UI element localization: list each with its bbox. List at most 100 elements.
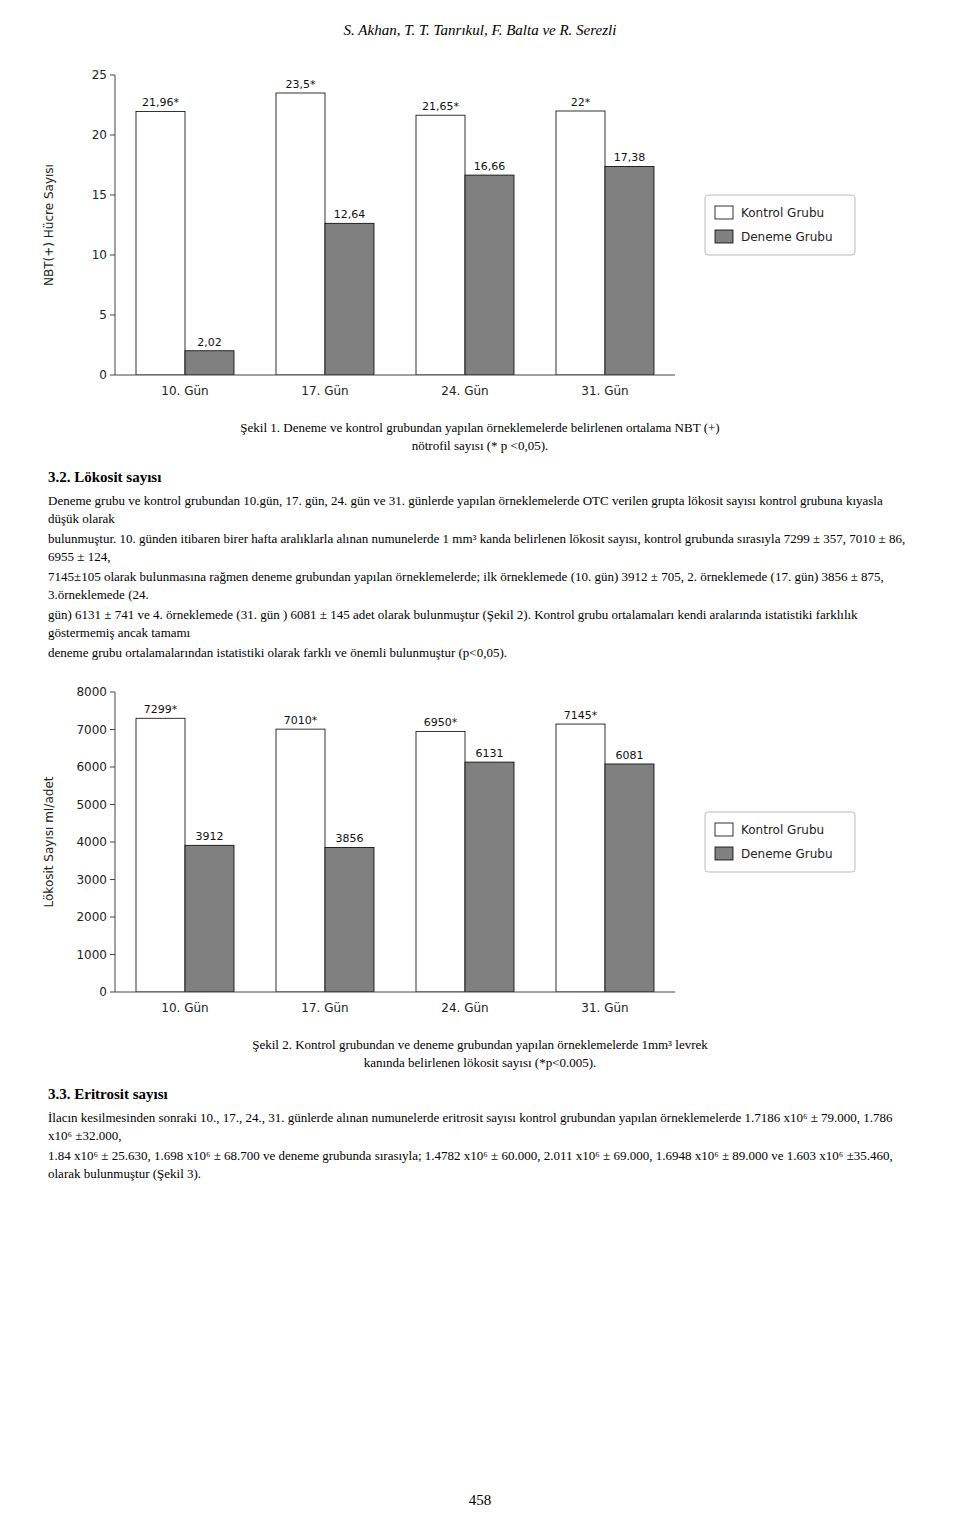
data-label: 21,65* — [422, 100, 459, 113]
y-tick — [110, 879, 115, 880]
y-tick — [110, 75, 115, 76]
bars — [136, 718, 654, 992]
bar — [605, 764, 654, 992]
data-label: 22* — [571, 96, 591, 109]
legend: Kontrol Grubu Deneme Grubu — [705, 195, 855, 255]
y-tick — [110, 375, 115, 376]
bar — [276, 729, 325, 992]
data-labels: 7299*7010*6950*7145*3912385661316081 — [144, 703, 644, 845]
caption-line: Şekil 1. Deneme ve kontrol grubundan yap… — [48, 419, 912, 437]
paragraph-line: deneme grubu ortalamalarından istatistik… — [48, 644, 912, 662]
paragraph: Deneme grubu ve kontrol grubundan 10.gün… — [0, 492, 960, 662]
data-label: 6131 — [476, 747, 504, 760]
data-label: 6081 — [616, 749, 644, 762]
bar-chart: 0 1000 2000 3000 4000 5000 6000 7000 8000 7299* 70… — [0, 664, 960, 1036]
y-tick-label: 2000 — [76, 910, 107, 924]
caption: Şekil 1. Deneme ve kontrol grubundan yap… — [0, 419, 960, 455]
data-label: 2,02 — [197, 336, 222, 349]
bar — [136, 718, 185, 992]
bar — [185, 845, 234, 992]
y-tick — [110, 195, 115, 196]
y-tick-label: 3000 — [76, 873, 107, 887]
legend-frame — [705, 195, 855, 255]
legend-swatch — [715, 230, 733, 243]
y-tick — [110, 842, 115, 843]
bar — [416, 731, 465, 992]
y-tick — [110, 255, 115, 256]
legend: Kontrol GrubuDeneme Grubu — [705, 812, 855, 872]
y-tick-label: 15 — [92, 188, 107, 202]
y-tick — [110, 992, 115, 993]
data-label: 12,64 — [334, 208, 366, 221]
legend-entry: Kontrol Grubu — [741, 823, 824, 837]
x-tick-label: 24. Gün — [441, 1001, 488, 1015]
x-tick-label: 31. Gün — [581, 384, 628, 398]
y-tick-label: 6000 — [76, 760, 107, 774]
data-label: 23,5* — [286, 78, 316, 91]
y-tick — [110, 917, 115, 918]
data-label: 16,66 — [474, 160, 506, 173]
y-tick — [110, 767, 115, 768]
y-tick — [110, 315, 115, 316]
paragraph-line: 7145±105 olarak bulunmasına rağmen denem… — [48, 568, 912, 604]
y-tick-label: 0 — [99, 985, 107, 999]
data-label: 3856 — [336, 832, 364, 845]
paragraph: İlacın kesilmesinden sonraki 10., 17., 2… — [0, 1109, 960, 1183]
y-tick-label: 25 — [92, 68, 107, 82]
data-labels: 21,96*23,5*21,65*22*2,0212,6416,6617,38 — [142, 78, 645, 349]
section-title: 3.3. Eritrosit sayısı — [0, 1072, 960, 1109]
y-axis-line — [115, 692, 116, 992]
legend-entry: Deneme Grubu — [741, 230, 833, 244]
page: S. Akhan, T. T. Tanrıkul, F. Balta ve R.… — [0, 0, 960, 1185]
x-tick-label: 17. Gün — [301, 384, 348, 398]
y-tick — [110, 804, 115, 805]
bar — [465, 762, 514, 992]
y-tick-label: 8000 — [76, 685, 107, 699]
x-tick-label: 10. Gün — [161, 1001, 208, 1015]
legend-swatch — [715, 847, 733, 860]
x-tick-label: 24. Gün — [441, 384, 488, 398]
paragraph-line: bulunmuştur. 10. günden itibaren birer h… — [48, 530, 912, 566]
paragraph-line: gün) 6131 ± 741 ve 4. örneklemede (31. g… — [48, 606, 912, 642]
x-axis: 10. Gün 17. Gün 24. Gün 31. Gün — [115, 992, 675, 1015]
bars — [136, 93, 654, 375]
y-axis: 0510152025 — [92, 68, 115, 382]
y-tick-label: 0 — [99, 368, 107, 382]
page-number: 458 — [0, 1492, 960, 1509]
y-tick — [110, 692, 115, 693]
legend-swatch — [715, 823, 733, 836]
caption: Şekil 2. Kontrol grubundan ve deneme gru… — [0, 1036, 960, 1072]
x-tick-label: 10. Gün — [161, 384, 208, 398]
y-tick-label: 1000 — [76, 948, 107, 962]
y-tick-label: 5000 — [76, 798, 107, 812]
bar — [185, 351, 234, 375]
caption-line: kanında belirlenen lökosit sayısı (*p<0.… — [48, 1054, 912, 1072]
y-tick — [110, 954, 115, 955]
y-axis-label: Lökosit Sayısı mI/adet — [42, 776, 56, 907]
bar — [325, 847, 374, 992]
legend-entry: Kontrol Grubu — [741, 206, 824, 220]
caption-line: nötrofil sayısı (* p <0,05). — [48, 437, 912, 455]
data-label: 6950* — [424, 716, 458, 729]
bar — [416, 115, 465, 375]
y-tick-label: 4000 — [76, 835, 107, 849]
bar — [136, 111, 185, 375]
data-label: 7299* — [144, 703, 178, 716]
x-tick-label: 31. Gün — [581, 1001, 628, 1015]
data-label: 7010* — [284, 714, 318, 727]
bar — [325, 223, 374, 375]
y-tick-label: 20 — [92, 128, 107, 142]
x-tick-label: 17. Gün — [301, 1001, 348, 1015]
bar — [556, 111, 605, 375]
data-label: 17,38 — [614, 151, 646, 164]
paragraph-line: İlacın kesilmesinden sonraki 10., 17., 2… — [48, 1109, 912, 1145]
y-tick-label: 10 — [92, 248, 107, 262]
bar-chart: 051015202521,96*23,5*21,65*22*2,0212,641… — [0, 47, 960, 419]
paragraph-line: Deneme grubu ve kontrol grubundan 10.gün… — [48, 492, 912, 528]
caption-line: Şekil 2. Kontrol grubundan ve deneme gru… — [48, 1036, 912, 1054]
x-axis-line — [115, 992, 675, 993]
legend-frame — [705, 812, 855, 872]
data-label: 3912 — [196, 830, 224, 843]
x-axis-line — [115, 375, 675, 376]
y-tick-label: 7000 — [76, 723, 107, 737]
